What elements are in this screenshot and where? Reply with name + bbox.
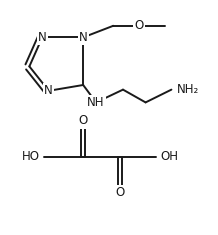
Text: NH₂: NH₂	[177, 83, 199, 96]
Text: HO: HO	[22, 150, 40, 164]
Text: N: N	[79, 31, 88, 44]
Text: NH: NH	[87, 96, 105, 109]
Text: O: O	[135, 19, 144, 32]
Text: OH: OH	[161, 150, 179, 164]
Text: N: N	[44, 84, 53, 97]
Text: N: N	[38, 31, 47, 44]
Text: O: O	[78, 114, 88, 127]
Text: O: O	[115, 186, 124, 200]
